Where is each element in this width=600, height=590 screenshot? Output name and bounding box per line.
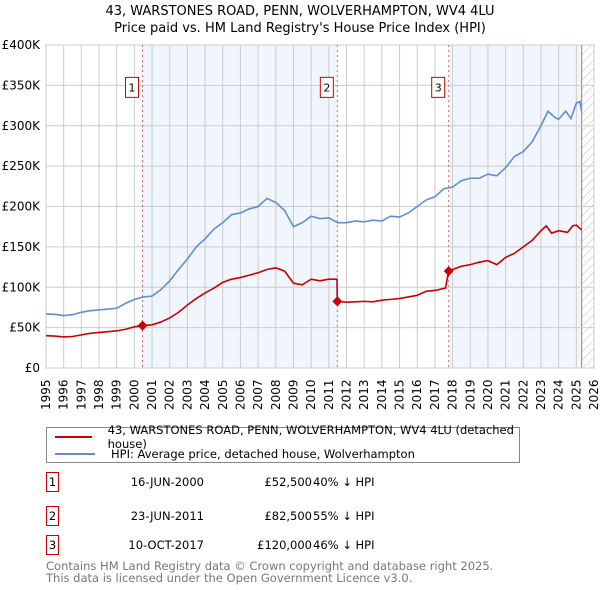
chart-subtitle: Price paid vs. HM Land Registry's House … [114, 21, 486, 36]
legend-item-hpi: HPI: Average price, detached house, Wolv… [55, 445, 415, 463]
x-tick-label: 2009 [286, 379, 300, 410]
x-tick-label: 2004 [198, 379, 212, 410]
sale-row: 1 16-JUN-2000 £52,500 40% ↓ HPI [46, 472, 446, 492]
x-tick-label: 2005 [216, 379, 230, 410]
hpi-line [45, 100, 583, 317]
x-tick-label: 2015 [393, 379, 407, 410]
y-tick-label: £350K [2, 78, 42, 92]
x-tick-label: 2020 [481, 379, 495, 410]
sale-label: 1 [125, 76, 140, 98]
sale-label-text: 2 [323, 81, 330, 94]
x-tick-label: 2025 [569, 379, 583, 410]
sale-label: 2 [319, 76, 334, 98]
y-tick-label: £250K [2, 159, 42, 173]
sale-date: 10-OCT-2017 [128, 538, 204, 552]
sale-hpi-diff: 55% ↓ HPI [313, 509, 375, 523]
x-tick-label: 2011 [322, 379, 336, 410]
sale-label-text: 1 [129, 81, 136, 94]
footer-licence: This data is licensed under the Open Gov… [46, 571, 413, 585]
sale-marker-box: 2 [46, 506, 59, 526]
x-tick-label: 2022 [516, 379, 530, 410]
x-tick-label: 1996 [57, 379, 71, 410]
x-tick-label: 2010 [304, 379, 318, 410]
x-tick-label: 1995 [39, 379, 53, 410]
x-tick-label: 2023 [534, 379, 548, 410]
x-tick-label: 2017 [428, 379, 442, 410]
footer-copyright: Contains HM Land Registry data © Crown c… [46, 559, 494, 573]
sale-point [137, 320, 148, 331]
y-tick-label: £100K [2, 280, 42, 294]
sale-date: 16-JUN-2000 [130, 475, 204, 489]
x-tick-label: 2007 [251, 379, 265, 410]
x-tick-label: 2013 [357, 379, 371, 410]
price-chart: 1995 1996 1997 1998 1999 2000 2001 2002 2003 2004… [2, 38, 600, 410]
y-tick-label: £200K [2, 200, 42, 214]
sale-point [332, 296, 343, 307]
y-tick-label: £0 [25, 361, 40, 375]
x-tick-label: 2012 [340, 379, 354, 410]
sale-price: £120,000 [257, 538, 312, 552]
y-tick-label: £50K [9, 321, 41, 335]
sale-marker-box: 3 [46, 535, 59, 555]
sale-row: 3 10-OCT-2017 £120,000 46% ↓ HPI [46, 535, 446, 555]
x-tick-label: 2026 [587, 379, 600, 410]
sale-marker-box: 1 [46, 472, 59, 492]
x-tick-label: 2018 [446, 379, 460, 410]
x-tick-label: 2003 [180, 379, 194, 410]
sale-hpi-diff: 46% ↓ HPI [313, 538, 375, 552]
x-tick-label: 2001 [145, 379, 159, 410]
x-tick-label: 2014 [375, 379, 389, 410]
legend-label: HPI: Average price, detached house, Wolv… [111, 447, 415, 461]
sale-label-box [431, 76, 446, 98]
y-tick-label: £300K [2, 119, 42, 133]
sale-point [443, 266, 454, 277]
sale-label-box [319, 76, 334, 98]
x-tick-label: 2006 [233, 379, 247, 410]
sale-label-text: 3 [435, 81, 442, 94]
x-tick-label: 1998 [92, 379, 106, 410]
y-tick-label: £150K [2, 240, 42, 254]
sale-label-box [125, 76, 140, 98]
sale-hpi-diff: 40% ↓ HPI [313, 475, 375, 489]
x-tick-label: 2000 [127, 379, 141, 410]
x-tick-label: 1997 [74, 379, 88, 410]
sale-price: £82,500 [264, 509, 312, 523]
chart-legend: 43, WARSTONES ROAD, PENN, WOLVERHAMPTON,… [46, 423, 520, 463]
x-tick-label: 2021 [499, 379, 513, 410]
x-tick-label: 2024 [552, 379, 566, 410]
legend-swatch-red [55, 436, 92, 438]
legend-label: 43, WARSTONES ROAD, PENN, WOLVERHAMPTON,… [107, 423, 514, 451]
chart-title: 43, WARSTONES ROAD, PENN, WOLVERHAMPTON,… [105, 4, 495, 19]
x-tick-label: 1999 [110, 379, 124, 410]
sale-date: 23-JUN-2011 [130, 509, 204, 523]
legend-item-property: 43, WARSTONES ROAD, PENN, WOLVERHAMPTON,… [55, 423, 519, 451]
x-tick-label: 2008 [269, 379, 283, 410]
plot-frame [45, 44, 595, 369]
y-tick-label: £400K [2, 38, 42, 52]
sale-label: 3 [431, 76, 446, 98]
x-tick-label: 2016 [410, 379, 424, 410]
sale-row: 2 23-JUN-2011 £82,500 55% ↓ HPI [46, 506, 446, 526]
sale-price: £52,500 [264, 475, 312, 489]
legend-swatch-blue [55, 453, 95, 455]
x-tick-label: 2019 [463, 379, 477, 410]
x-tick-label: 2002 [163, 379, 177, 410]
